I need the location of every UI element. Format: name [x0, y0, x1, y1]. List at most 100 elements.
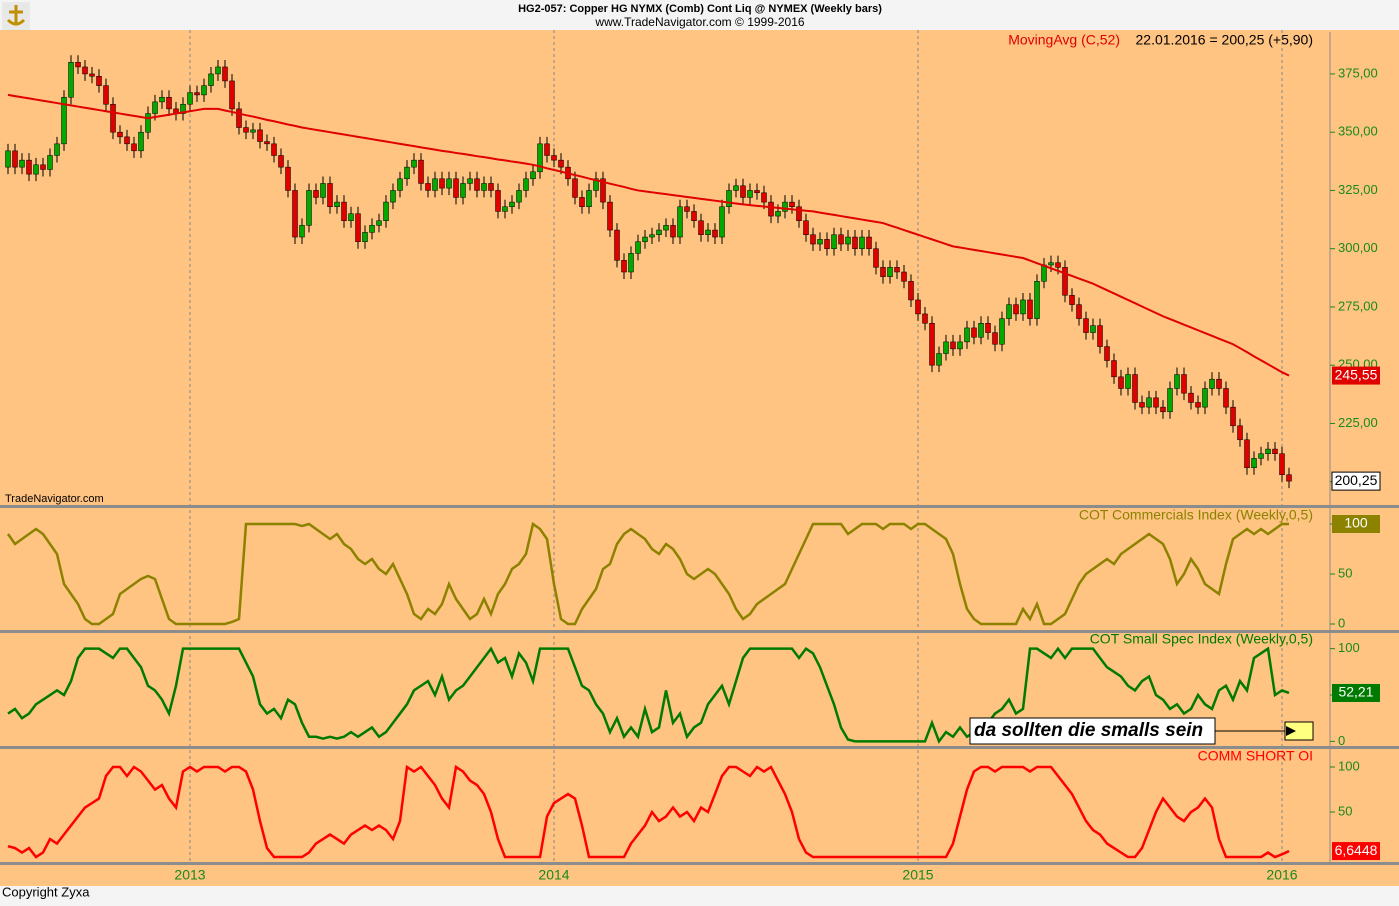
candle-body [845, 236, 851, 245]
candle-body [313, 190, 319, 198]
candle-body [1237, 425, 1243, 441]
candle-body [215, 66, 221, 75]
candle-body [1223, 388, 1229, 408]
candle-body [558, 159, 564, 168]
candle-body [222, 66, 228, 82]
x-tick-label: 2014 [538, 867, 569, 883]
candle-body [1272, 448, 1278, 454]
candle-body [908, 281, 914, 301]
candle-body [866, 236, 872, 249]
legend-entry: MovingAvg (C,52) [1008, 32, 1120, 48]
chart-title: HG2-057: Copper HG NYMX (Comb) Cont Liq … [518, 3, 882, 15]
candle-body [201, 85, 207, 96]
candle-body [1174, 374, 1180, 389]
candle-body [859, 236, 865, 249]
candle-body [68, 62, 74, 98]
candle-body [754, 190, 760, 194]
candle-body [852, 236, 858, 249]
logo [2, 2, 30, 30]
candle-body [432, 178, 438, 191]
candle-body [768, 201, 774, 217]
candle-body [838, 234, 844, 245]
info: 22.01.2016 = 200,25 (+5,90) [1136, 32, 1313, 48]
y-tick-label: 225,00 [1338, 415, 1378, 430]
candle-body [306, 190, 312, 226]
candle-body [1258, 453, 1264, 459]
candle-body [698, 220, 704, 235]
candle-body [418, 159, 424, 184]
candle-body [621, 260, 627, 273]
candle-body [362, 232, 368, 242]
candle-body [166, 96, 172, 110]
candle-body [1265, 448, 1271, 454]
last-value-box [1332, 683, 1380, 702]
candle-body [810, 234, 816, 245]
candle-body [922, 313, 928, 324]
candle-body [453, 178, 459, 198]
candle-body [355, 213, 361, 242]
candle-body [1006, 304, 1012, 319]
candle-body [677, 206, 683, 238]
panel-title: COMM SHORT OI [1198, 748, 1313, 764]
candle-body [1132, 374, 1138, 403]
y-tick-label: 0 [1338, 615, 1345, 630]
candle-body [404, 166, 410, 180]
candle-body [803, 220, 809, 235]
y-tick-label: 50 [1338, 565, 1352, 580]
candle-body [551, 155, 557, 161]
candle-body [488, 183, 494, 191]
candle-body [446, 178, 452, 189]
candle-body [299, 225, 305, 238]
candle-body [341, 201, 347, 221]
candle-body [894, 267, 900, 273]
candle-body [1216, 378, 1222, 389]
candle-body [1167, 388, 1173, 413]
candle-body [586, 190, 592, 208]
candle-body [733, 185, 739, 191]
candle-body [537, 143, 543, 173]
candle-body [124, 136, 130, 145]
candle-body [285, 166, 291, 191]
candle-body [467, 178, 473, 184]
candle-body [670, 225, 676, 238]
candle-body [1160, 406, 1166, 413]
candle-body [964, 327, 970, 343]
candle-body [663, 225, 669, 231]
candle-body [614, 229, 620, 261]
candle-body [19, 159, 25, 168]
candle-body [110, 103, 116, 133]
candle-body [1076, 304, 1082, 319]
candle-body [397, 178, 403, 191]
candle-body [516, 190, 522, 203]
candle-body [817, 239, 823, 245]
last-value-box [1331, 471, 1381, 491]
candle-body [33, 164, 39, 175]
candle-body [89, 73, 95, 77]
annotation-text: da sollten die smalls sein [974, 720, 1203, 741]
last-value-label: 200,25 [1335, 472, 1378, 488]
candle-body [264, 141, 270, 145]
candle-body [1125, 374, 1131, 389]
candle-body [572, 178, 578, 198]
candle-body [439, 178, 445, 189]
candle-body [782, 201, 788, 212]
candle-body [880, 267, 886, 277]
last-value-label: 100 [1344, 515, 1368, 531]
candle-body [75, 62, 81, 68]
candle-body [5, 150, 11, 168]
candle-body [1097, 325, 1103, 347]
candle-body [712, 229, 718, 238]
y-tick-label: 100 [1338, 758, 1360, 773]
series-line [6, 521, 1289, 626]
candle-body [12, 150, 18, 168]
candle-body [936, 353, 942, 366]
candle-body [1034, 281, 1040, 319]
candle-body [873, 248, 879, 268]
last-value-box [1332, 515, 1380, 533]
candle-body [96, 76, 102, 86]
last-value-box [1332, 842, 1380, 861]
candle-body [257, 129, 263, 142]
candle-body [320, 183, 326, 198]
candle-body [145, 113, 151, 133]
